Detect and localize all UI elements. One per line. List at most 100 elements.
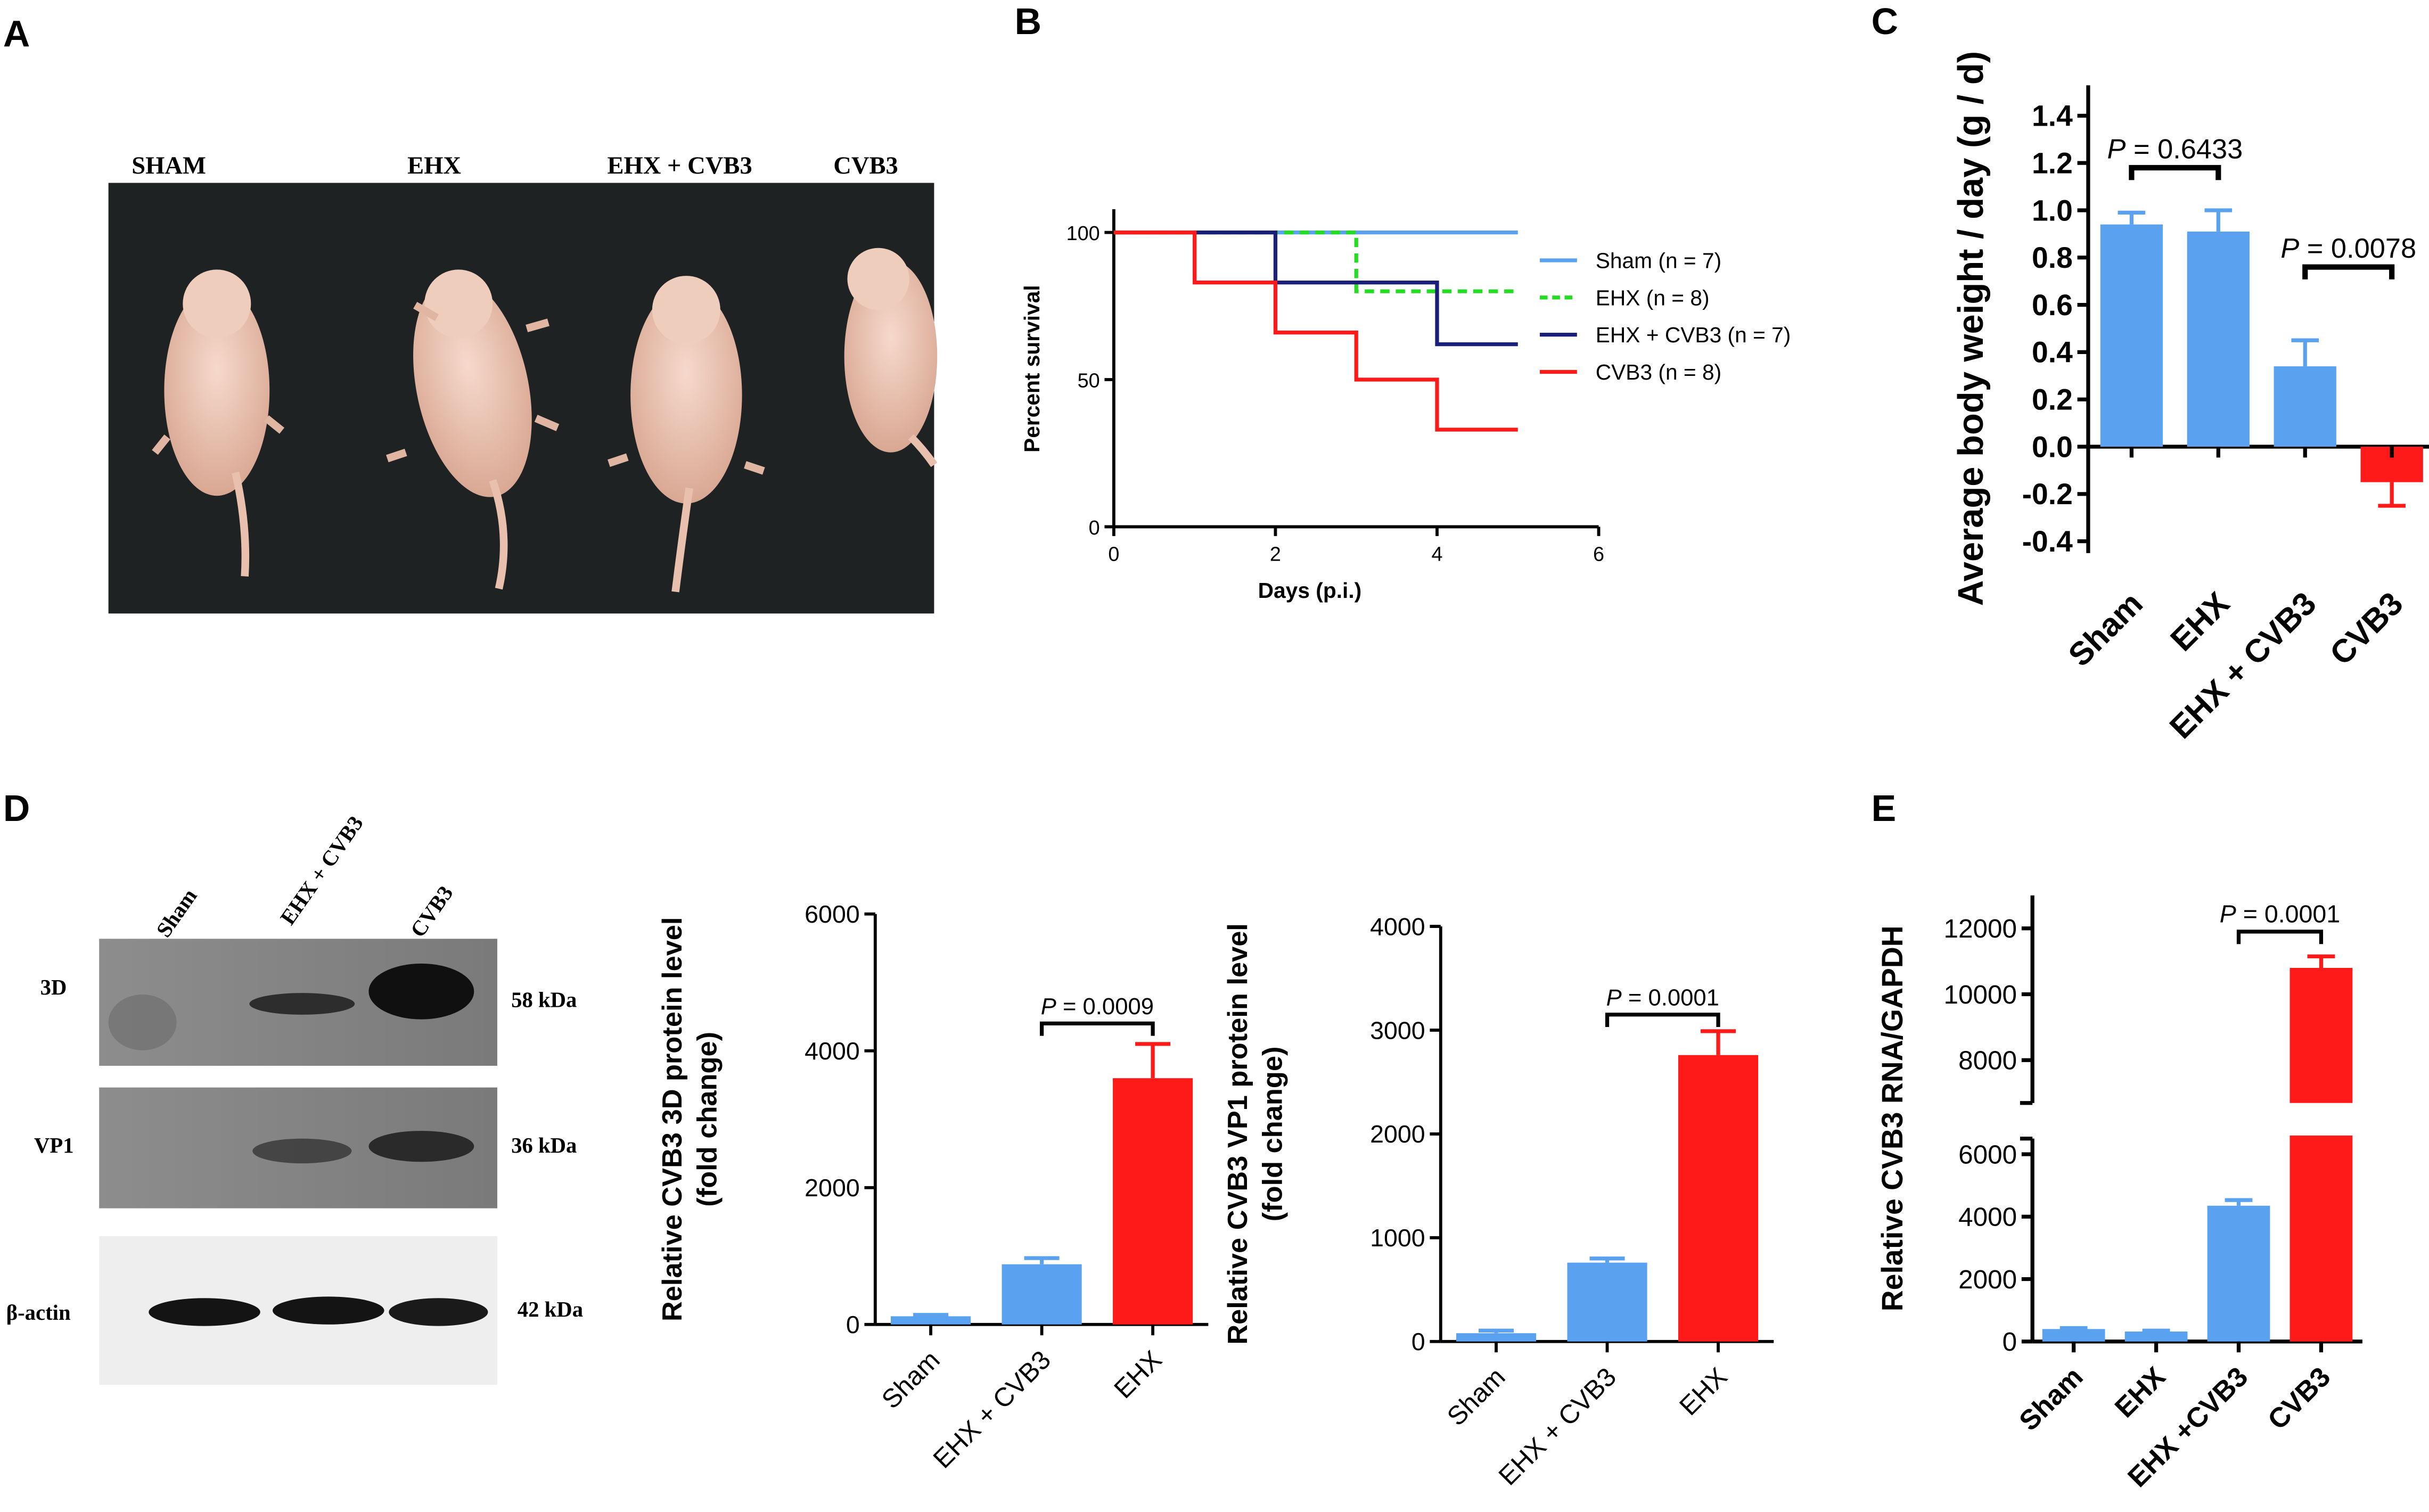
e-category-label-3: CVB3	[2262, 1361, 2337, 1436]
1-y-tick-label: 1.4	[2032, 100, 2073, 133]
e-bar-3-upper	[2290, 967, 2353, 1103]
e-pvalue-0-bracket	[2236, 930, 2324, 944]
b-legend-label-1: EHX (n = 8)	[1596, 285, 1710, 310]
p-value-number: = 0.0001	[2236, 900, 2340, 927]
p-value-number: = 0.0009	[1056, 993, 1154, 1020]
3-bar-0	[1456, 1333, 1537, 1342]
mouse-cvb3	[844, 248, 938, 467]
b-legend-label-3: CVB3 (n = 8)	[1596, 360, 1722, 384]
1-y-tick-label: 0.2	[2032, 383, 2073, 416]
blot-row-actin-label: β-actin	[6, 1301, 71, 1325]
2-y-tick-label: 2000	[805, 1174, 860, 1202]
1-category-label-3: CVB3	[2323, 585, 2410, 672]
2-y-tick-label: 0	[846, 1311, 860, 1338]
3-category-label-0: Sham	[1441, 1362, 1511, 1431]
b-x-axis-label: Days (p.i.)	[1258, 578, 1362, 603]
e-bar-2	[2207, 1205, 2270, 1342]
b-series-line-3	[1113, 230, 1518, 432]
p-symbol: P	[2280, 233, 2299, 264]
band-3d-sham	[108, 995, 177, 1050]
e-y-tick-label: 12000	[1944, 914, 2017, 943]
3-y-tick-label: 1000	[1370, 1224, 1425, 1252]
1-pvalue-1-bracket	[2302, 264, 2395, 280]
1-y-tick-label: 1.0	[2032, 194, 2073, 227]
western-blot: Sham EHX + CVB3 CVB3 3D 58 kDa VP1 36 kD…	[6, 811, 583, 1385]
3-y-tick-label: 3000	[1370, 1016, 1425, 1044]
b-legend-label-0: Sham (n = 7)	[1596, 249, 1722, 273]
p-symbol: P	[1041, 993, 1056, 1020]
1-bar-2	[2274, 366, 2336, 447]
1-category-label-0: Sham	[2061, 585, 2149, 673]
2-y-tick-label: 6000	[805, 900, 860, 928]
panel-letter-d: D	[3, 787, 30, 829]
3-pvalue-0-text: P = 0.0001	[1606, 984, 1719, 1010]
1-pvalue-1-text: P = 0.0078	[2280, 233, 2416, 264]
1-y-tick-label: 0.6	[2032, 289, 2073, 322]
1-bar-0	[2100, 224, 2163, 447]
2-category-label-0: Sham	[876, 1345, 945, 1414]
1-y-tick-label: 0.8	[2032, 241, 2073, 274]
blot-lane-cvb3: CVB3	[406, 882, 458, 942]
1-y-tick-label: -0.2	[2022, 478, 2073, 511]
p-symbol: P	[1606, 984, 1622, 1010]
b-y-axis-label: Percent survival	[1020, 285, 1044, 453]
b-x-tick-label: 6	[1593, 543, 1604, 565]
band-3d-ehx-cvb3	[249, 993, 355, 1015]
1-y-tick-label: -0.4	[2022, 525, 2073, 558]
blot-row-vp1-kda: 36 kDa	[511, 1133, 577, 1157]
mouse-ehx-cvb3	[608, 276, 765, 593]
1-y-tick-label: 0.4	[2032, 336, 2073, 369]
mouse-ehx	[386, 269, 560, 590]
photo-label-ehx: EHX	[407, 152, 461, 179]
panel-letter-c: C	[1872, 1, 1898, 42]
b-x-tick-label: 2	[1270, 543, 1281, 565]
b-y-tick-label: 100	[1066, 223, 1100, 245]
blot-lane-ehx-cvb3: EHX + CVB3	[275, 811, 367, 929]
band-actin-cvb3	[389, 1298, 488, 1326]
photo-label-ehx-cvb3: EHX + CVB3	[608, 152, 752, 179]
2-bar-1	[1002, 1264, 1082, 1325]
e-y-tick-label: 10000	[1944, 980, 2017, 1009]
1-pvalue-0-bracket	[2129, 165, 2221, 180]
e-category-label-1: EHX	[2109, 1361, 2171, 1424]
panel-letter-a: A	[3, 13, 30, 54]
b-y-tick-label: 0	[1089, 517, 1100, 539]
p-value-number: = 0.6433	[2126, 134, 2243, 165]
band-vp1-ehx-cvb3	[252, 1138, 352, 1164]
b-y-tick-label: 50	[1078, 370, 1100, 392]
2-category-label-1: EHX + CVB3	[928, 1345, 1056, 1474]
3-pvalue-0-bracket	[1605, 1013, 1720, 1028]
1-y-axis-label: Average body weight / day (g / d)	[1951, 51, 1991, 606]
blot-row-3d-label: 3D	[40, 975, 67, 999]
panel-letter-b: B	[1015, 1, 1041, 42]
p-symbol: P	[2107, 134, 2126, 165]
blot-row-actin-kda: 42 kDa	[518, 1297, 583, 1321]
2-pvalue-0-bracket	[1039, 1021, 1155, 1036]
survival-chart: 0 50 100 0 2 4 6 Days (p.i.) Percent survival Sha…	[1020, 209, 1791, 603]
panel-letter-e: E	[1872, 787, 1897, 829]
blot-row-vp1-label: VP1	[34, 1133, 74, 1157]
b-series-line-2	[1113, 230, 1518, 347]
1-pvalue-0-text: P = 0.6433	[2107, 134, 2243, 165]
3-bar-1	[1567, 1262, 1647, 1342]
2-category-label-2: EHX	[1109, 1345, 1168, 1404]
band-actin-sham	[149, 1298, 260, 1326]
3-y-axis-label: Relative CVB3 VP1 protein level	[1222, 923, 1253, 1345]
e-y-tick-label: 2000	[1958, 1265, 2017, 1294]
blot-lane-sham: Sham	[152, 884, 202, 941]
p-symbol: P	[2220, 900, 2236, 927]
blot-row-3d-kda: 58 kDa	[511, 988, 577, 1012]
p-value-number: = 0.0001	[1622, 984, 1719, 1010]
2-bar-2	[1113, 1078, 1193, 1325]
3-y-tick-label: 0	[1412, 1328, 1425, 1355]
3-bar-2	[1678, 1055, 1759, 1342]
p-value-number: = 0.0078	[2299, 233, 2416, 264]
e-bar-1	[2124, 1332, 2188, 1342]
3-y-tick-label: 4000	[1370, 913, 1425, 940]
3-y-tick-label: 2000	[1370, 1120, 1425, 1148]
band-vp1-cvb3	[368, 1131, 474, 1162]
